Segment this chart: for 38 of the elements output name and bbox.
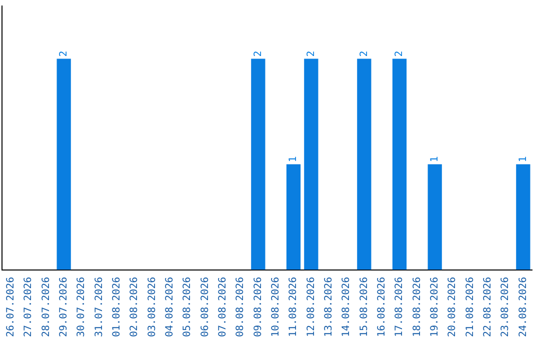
x-tick-label: 28.07.2026: [40, 276, 52, 338]
x-tick-label: 07.08.2026: [217, 276, 228, 338]
x-tick-label: 11.08.2026: [288, 276, 300, 338]
data-label: 1: [429, 156, 440, 162]
x-tick-label: 10.08.2026: [270, 276, 282, 338]
x-tick-label: 06.08.2026: [200, 276, 211, 338]
x-tick-label: 23.08.2026: [500, 276, 512, 338]
x-tick-label: 29.07.2026: [58, 276, 70, 338]
x-tick-label: 15.08.2026: [358, 276, 370, 338]
x-tick-label: 04.08.2026: [164, 276, 176, 338]
x-tick-label: 19.08.2026: [429, 276, 440, 338]
x-tick-label: 09.08.2026: [252, 276, 264, 338]
x-tick-label: 03.08.2026: [146, 276, 158, 338]
data-label: 1: [518, 156, 529, 162]
x-tick-label: 13.08.2026: [323, 276, 334, 338]
x-tick-label: 17.08.2026: [394, 276, 406, 338]
x-tick-label: 24.08.2026: [518, 276, 529, 338]
data-label: 1: [288, 156, 300, 162]
x-tick-label: 27.07.2026: [23, 276, 34, 338]
x-tick-label: 30.07.2026: [76, 276, 88, 338]
x-tick-label: 12.08.2026: [306, 276, 317, 338]
x-tick-label: 02.08.2026: [129, 276, 140, 338]
x-tick-label: 01.08.2026: [111, 276, 122, 338]
x-tick-label: 31.07.2026: [94, 276, 105, 338]
data-label: 2: [358, 50, 370, 57]
data-label: 2: [306, 50, 317, 57]
x-tick-label: 26.07.2026: [5, 276, 16, 338]
data-label: 2: [394, 50, 406, 57]
data-label: 2: [252, 50, 264, 57]
x-tick-label: 16.08.2026: [376, 276, 388, 338]
x-tick-label: 22.08.2026: [482, 276, 494, 338]
data-label: 2: [58, 50, 70, 57]
x-tick-label: 21.08.2026: [464, 276, 476, 338]
x-tick-label: 05.08.2026: [182, 276, 194, 338]
x-tick-label: 20.08.2026: [447, 276, 458, 338]
x-tick-label: 18.08.2026: [412, 276, 423, 338]
x-tick-label: 14.08.2026: [341, 276, 352, 338]
x-tick-label: 08.08.2026: [235, 276, 246, 338]
